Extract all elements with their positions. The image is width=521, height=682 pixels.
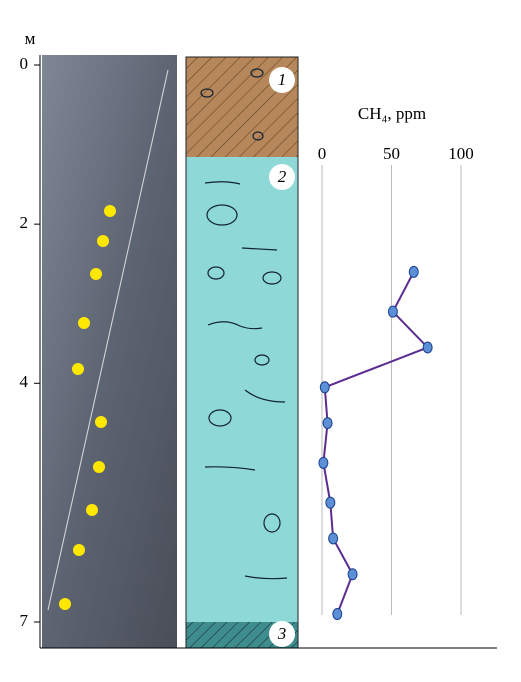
point (332, 608, 343, 621)
layer-label: 3 (277, 624, 287, 643)
x-tick-label: 50 (383, 144, 400, 163)
point (322, 417, 333, 430)
layer-2 (186, 157, 298, 622)
point (408, 265, 419, 278)
layer-label: 1 (278, 70, 287, 89)
x-tick-label: 0 (318, 144, 327, 163)
x-tick-label: 100 (448, 144, 474, 163)
y-tick-label: 7 (20, 611, 29, 630)
point (325, 496, 336, 509)
point (328, 532, 339, 545)
photo-tape (47, 69, 169, 611)
depth-unit: м (25, 29, 36, 48)
chart-title: CH₄, ppm (358, 104, 426, 123)
sample-points (59, 205, 116, 610)
y-tick-label: 0 (20, 54, 29, 73)
y-tick-label: 2 (20, 213, 29, 232)
point (347, 568, 358, 581)
point (319, 381, 330, 394)
y-tick-label: 4 (20, 372, 29, 391)
point (387, 305, 398, 318)
photo (42, 55, 177, 648)
point (422, 341, 433, 354)
inclusions (200, 68, 288, 580)
layer-labels: 1 2 3 (269, 67, 295, 647)
point (318, 456, 329, 469)
layer-label: 2 (278, 167, 287, 186)
line (322, 271, 430, 615)
